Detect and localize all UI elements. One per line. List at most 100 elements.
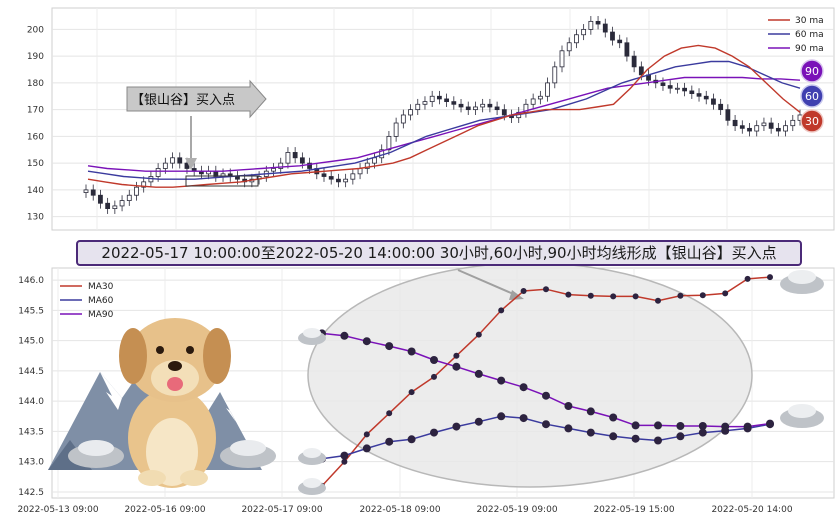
legend-label-60: 60 ma (795, 30, 824, 40)
candle-body-56 (487, 103, 493, 108)
candle-body-52 (458, 103, 464, 108)
candle-body-11 (162, 162, 168, 169)
candle-body-87 (711, 98, 716, 105)
candle-body-95 (768, 122, 774, 129)
ingot-start-b (298, 448, 326, 465)
candle-body-30 (299, 157, 305, 164)
legend-label-ma60: MA60 (88, 296, 114, 306)
bottom-legend: MA30 MA60 MA90 (60, 282, 114, 320)
badge-90-label: 90 (805, 65, 819, 78)
candle-body-31 (307, 162, 312, 169)
badge-30-label: 30 (805, 115, 819, 128)
candle-body-40 (372, 157, 377, 164)
bottom-x-tick-5: 2022-05-19 15:00 (593, 505, 674, 515)
top-y-tick-7: 200 (27, 25, 44, 35)
candle-body-81 (667, 85, 673, 89)
ma30-point-18 (722, 290, 729, 297)
candle-body-1 (90, 189, 96, 196)
ma60-point-7 (474, 417, 483, 426)
ma90-point-5 (430, 356, 438, 364)
candle-body-71 (595, 20, 601, 25)
ma90-point-2 (362, 337, 371, 346)
ma60-point-16 (676, 432, 685, 441)
candle-body-62 (530, 98, 536, 105)
ma30-point-19 (744, 275, 751, 282)
buy-arrow-box (126, 79, 267, 119)
top-y-tick-5: 180 (27, 79, 44, 89)
candle-body-48 (429, 95, 435, 103)
ma30-point-17 (699, 292, 706, 299)
candle-body-26 (271, 168, 276, 172)
legend-label-ma30: MA30 (88, 282, 114, 292)
bottom-x-tick-2: 2022-05-17 09:00 (241, 505, 322, 515)
ma60-point-5 (430, 428, 438, 437)
ma90-point-19 (743, 422, 752, 431)
candle-body-57 (494, 106, 500, 111)
ma30-point-2 (363, 431, 370, 438)
ingot-left-1 (68, 440, 124, 468)
ma30-point-4 (408, 389, 415, 396)
candle-body-29 (292, 152, 298, 159)
top-y-tick-6: 190 (27, 52, 44, 62)
candle-body-44 (400, 114, 406, 124)
candle-body-94 (761, 122, 767, 127)
ma30-point-7 (475, 331, 482, 338)
legend-label-30: 30 ma (795, 16, 824, 26)
candle-body-2 (98, 194, 103, 204)
candle-body-76 (631, 55, 637, 68)
ma90-point-7 (474, 369, 483, 378)
candle-body-49 (436, 95, 442, 100)
bottom-x-tick-4: 2022-05-19 09:00 (476, 505, 557, 515)
ma30-point-16 (677, 292, 684, 299)
ma30-point-12 (587, 292, 594, 299)
ingot-end-b (780, 404, 824, 428)
candle-body-63 (537, 95, 543, 100)
candle-body-3 (105, 202, 111, 210)
ingot-start-a (298, 328, 326, 345)
bottom-x-tick-1: 2022-05-16 09:00 (124, 505, 205, 515)
badge-90 (800, 59, 824, 83)
candle-body-51 (451, 101, 457, 105)
ma90-point-20 (766, 419, 774, 428)
ma60-point-3 (385, 437, 394, 446)
ma30-point-1 (341, 458, 348, 465)
badge-30 (800, 109, 824, 133)
candle-body-75 (624, 42, 630, 57)
bottom-y-tick-4: 144.5 (18, 367, 44, 377)
candle-body-45 (408, 109, 413, 116)
candle-body-28 (285, 152, 291, 164)
ma90-point-17 (698, 422, 707, 430)
ma60-point-15 (654, 436, 662, 445)
candle-body-85 (696, 93, 702, 97)
bottom-y-tick-7: 146.0 (18, 276, 44, 286)
candle-body-5 (119, 200, 125, 207)
candle-body-4 (112, 205, 118, 210)
ma-badges: 90 60 30 (800, 59, 824, 133)
candle-body-90 (732, 119, 738, 127)
ma60-point-11 (564, 424, 573, 433)
ma60-point-14 (631, 434, 640, 443)
top-moving-averages (87, 44, 801, 188)
top-y-ticks: 130 140 150 160 170 180 190 200 (27, 25, 44, 222)
dog-illustration (119, 318, 231, 488)
ma90-line (87, 76, 801, 172)
ma30-point-6 (453, 352, 460, 359)
ma30-point-15 (655, 297, 661, 304)
badge-60-label: 60 (805, 90, 819, 103)
ma30-point-3 (386, 410, 393, 417)
candle-body-0 (83, 189, 89, 193)
ma90-point-3 (385, 342, 394, 351)
bottom-y-tick-3: 144.0 (18, 397, 44, 407)
candle-body-39 (364, 162, 370, 169)
bottom-x-ticks: 2022-05-13 09:00 2022-05-16 09:00 2022-05-… (17, 505, 792, 515)
candle-body-64 (545, 82, 550, 97)
ingot-start-c (298, 478, 326, 495)
bottom-x-tick-6: 2022-05-20 14:00 (711, 505, 792, 515)
candle-body-97 (783, 125, 788, 132)
candle-body-55 (480, 103, 486, 108)
top-plot-area (51, 7, 835, 231)
candle-body-82 (674, 87, 680, 90)
candle-body-53 (465, 106, 471, 111)
candle-body-98 (790, 119, 796, 127)
ma60-point-10 (542, 420, 550, 429)
